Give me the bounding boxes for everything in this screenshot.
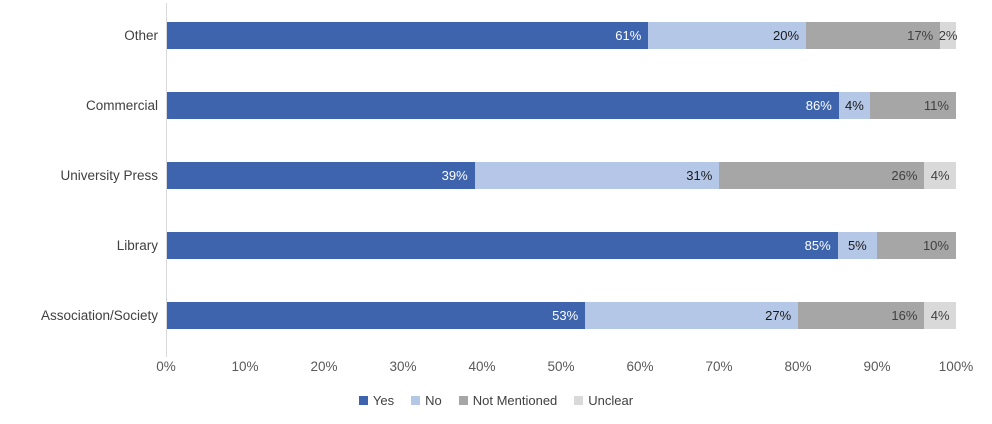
data-label: 31% [686, 168, 713, 183]
y-axis-line [166, 3, 167, 357]
data-label: 39% [441, 168, 468, 183]
x-axis-tick-label: 20% [310, 359, 338, 374]
data-label: 5% [847, 238, 867, 253]
bar-segment-not-mentioned: 10% [877, 232, 956, 259]
legend-swatch-icon [358, 396, 368, 405]
legend-item-not-mentioned: Not Mentioned [458, 393, 558, 408]
x-axis-tick-label: 40% [468, 359, 496, 374]
bar-segment-not-mentioned: 26% [719, 162, 925, 189]
data-label: 16% [891, 308, 918, 323]
bar-row: 85% 5% 10% [167, 232, 956, 259]
category-label: Library [116, 238, 158, 253]
legend-label: Yes [372, 393, 395, 408]
data-label: 4% [930, 168, 950, 183]
bar-segment-not-mentioned: 17% [806, 22, 941, 49]
bar-segment-unclear: 4% [924, 302, 956, 329]
x-axis-tick-label: 0% [156, 359, 176, 374]
bar-segment-yes: 86% [167, 92, 839, 119]
legend-item-unclear: Unclear [574, 393, 633, 408]
legend-item-yes: Yes [358, 393, 395, 408]
bar-segment-not-mentioned: 11% [870, 92, 956, 119]
bar-segment-no: 4% [838, 92, 871, 119]
legend-label: Not Mentioned [472, 393, 558, 408]
x-axis-tick-label: 50% [547, 359, 575, 374]
data-label: 10% [922, 238, 949, 253]
x-axis-tick-label: 80% [784, 359, 812, 374]
data-label: 20% [773, 28, 800, 43]
data-label: 85% [804, 238, 831, 253]
bar-row: 61% 20% 17% 2% [167, 22, 958, 49]
bar-segment-no: 31% [474, 162, 720, 189]
bar-row: 86% 4% 11% [167, 92, 956, 119]
data-label: 27% [765, 308, 792, 323]
data-label: 2% [938, 28, 958, 43]
bar-segment-no: 20% [648, 22, 807, 49]
legend-label: No [425, 393, 442, 408]
x-axis-tick-label: 100% [938, 359, 974, 374]
data-label: 11% [923, 98, 949, 113]
data-label: 26% [891, 168, 918, 183]
legend-item-no: No [411, 393, 442, 408]
data-label: 4% [930, 308, 950, 323]
bar-segment-not-mentioned: 16% [798, 302, 925, 329]
category-label: Other [124, 28, 158, 43]
x-axis-tick-label: 30% [389, 359, 417, 374]
data-label: 61% [615, 28, 642, 43]
bar-row: 53% 27% 16% 4% [167, 302, 956, 329]
legend-swatch-icon [411, 396, 421, 405]
legend: Yes No Not Mentioned Unclear [0, 393, 992, 408]
bar-row: 39% 31% 26% 4% [167, 162, 956, 189]
bar-segment-unclear: 4% [924, 162, 956, 189]
x-axis-tick-label: 70% [705, 359, 733, 374]
data-label: 4% [845, 98, 864, 113]
legend-swatch-icon [458, 396, 468, 405]
legend-swatch-icon [574, 396, 584, 405]
x-axis-tick-label: 90% [863, 359, 891, 374]
bar-segment-unclear: 2% [938, 22, 958, 49]
bar-segment-yes: 53% [167, 302, 586, 329]
x-axis-tick-label: 60% [626, 359, 654, 374]
category-label: University Press [60, 168, 158, 183]
data-label: 86% [805, 98, 832, 113]
category-label: Association/Society [40, 308, 158, 323]
bar-segment-yes: 85% [167, 232, 838, 259]
data-label: 53% [552, 308, 579, 323]
category-label: Commercial [85, 98, 158, 113]
bar-segment-yes: 61% [167, 22, 649, 49]
bar-segment-no: 27% [585, 302, 799, 329]
x-axis-tick-label: 10% [231, 359, 259, 374]
data-label: 17% [907, 28, 934, 43]
bar-segment-yes: 39% [167, 162, 475, 189]
legend-label: Unclear [588, 393, 634, 408]
bar-segment-no: 5% [837, 232, 878, 259]
